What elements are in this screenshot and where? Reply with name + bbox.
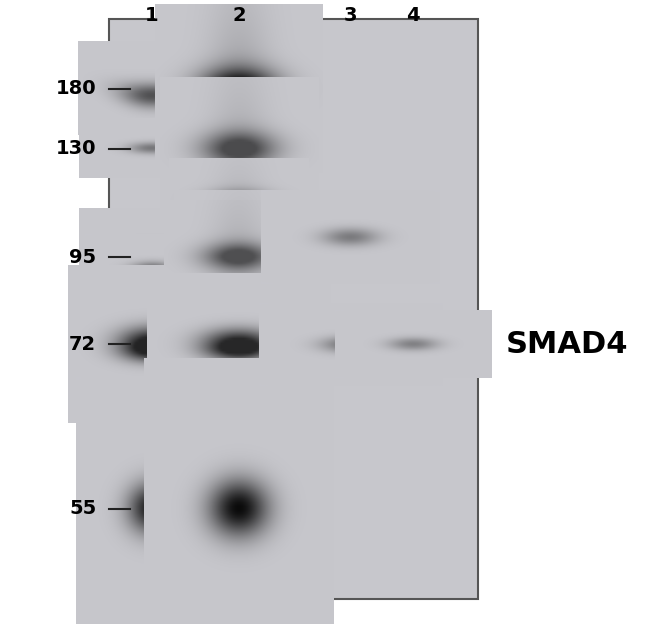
- Text: 72: 72: [69, 335, 96, 354]
- Text: 55: 55: [69, 499, 96, 518]
- Text: 130: 130: [56, 139, 96, 158]
- Text: 4: 4: [406, 6, 419, 25]
- Text: 1: 1: [145, 6, 159, 25]
- Text: SMAD4: SMAD4: [506, 330, 629, 359]
- Text: 3: 3: [344, 6, 358, 25]
- Text: 2: 2: [232, 6, 246, 25]
- Text: 95: 95: [69, 248, 96, 266]
- Text: 180: 180: [56, 79, 96, 98]
- Bar: [109, 19, 478, 599]
